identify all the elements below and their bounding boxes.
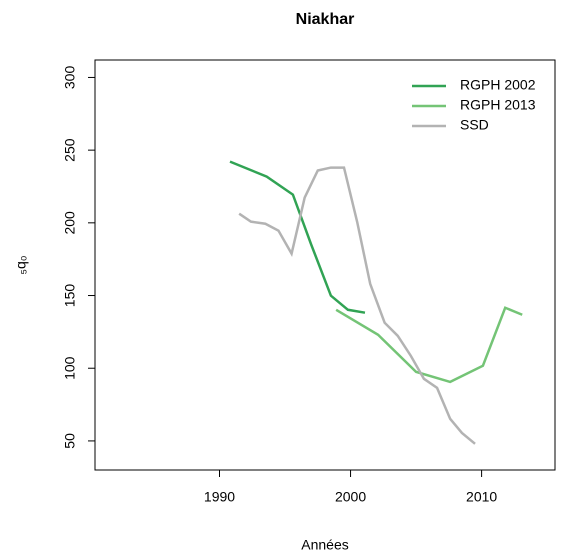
y-tick-label: 100 [62, 356, 78, 380]
plot-frame [94, 59, 556, 471]
x-axis-label: Années [301, 537, 348, 553]
legend-label: RGPH 2002 [460, 77, 536, 93]
series-line [335, 306, 523, 384]
y-tick-label: 150 [62, 284, 78, 308]
y-axis-label: ₅q₀ [13, 255, 29, 274]
y-tick-label: 50 [62, 433, 78, 449]
x-tick-label: 2010 [466, 489, 497, 505]
x-tick-label: 2000 [335, 489, 366, 505]
x-tick-label: 1990 [204, 489, 235, 505]
legend-label: SSD [460, 117, 489, 133]
legend-label: RGPH 2013 [460, 97, 536, 113]
y-tick-label: 200 [62, 211, 78, 235]
series-line [238, 166, 476, 445]
series-line [229, 160, 366, 314]
chart-title: Niakhar [296, 11, 355, 28]
y-tick-label: 250 [62, 138, 78, 162]
y-tick-label: 300 [62, 66, 78, 90]
